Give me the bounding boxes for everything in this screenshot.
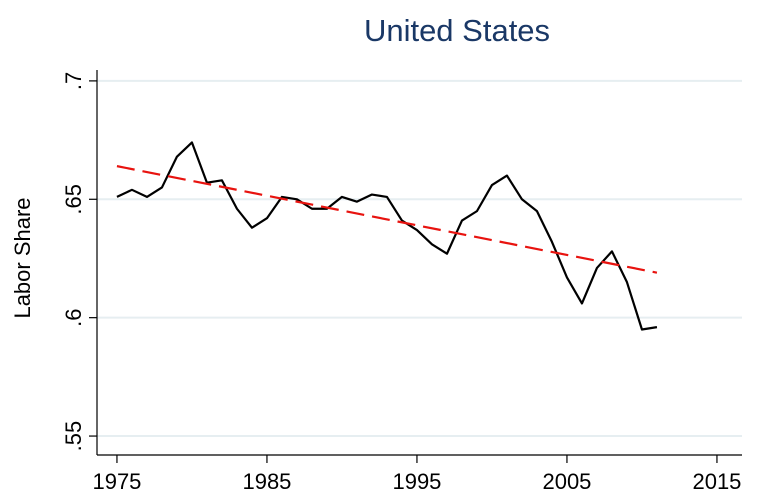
line	[116, 165, 658, 274]
x-tick-label: 1995	[392, 469, 441, 494]
y-axis-label: Labor Share	[10, 197, 35, 318]
y-tick-label: .55	[61, 421, 86, 452]
chart-title: United States	[364, 13, 550, 48]
x-tick-label: 1985	[242, 469, 291, 494]
x-tick-label: 2015	[692, 469, 741, 494]
x-tick-label: 1975	[92, 469, 141, 494]
x-tick-label: 2005	[542, 469, 591, 494]
y-tick-label: .65	[61, 184, 86, 215]
line	[116, 141, 658, 331]
y-tick-label: .7	[61, 72, 86, 90]
y-tick-label: .6	[61, 308, 86, 326]
